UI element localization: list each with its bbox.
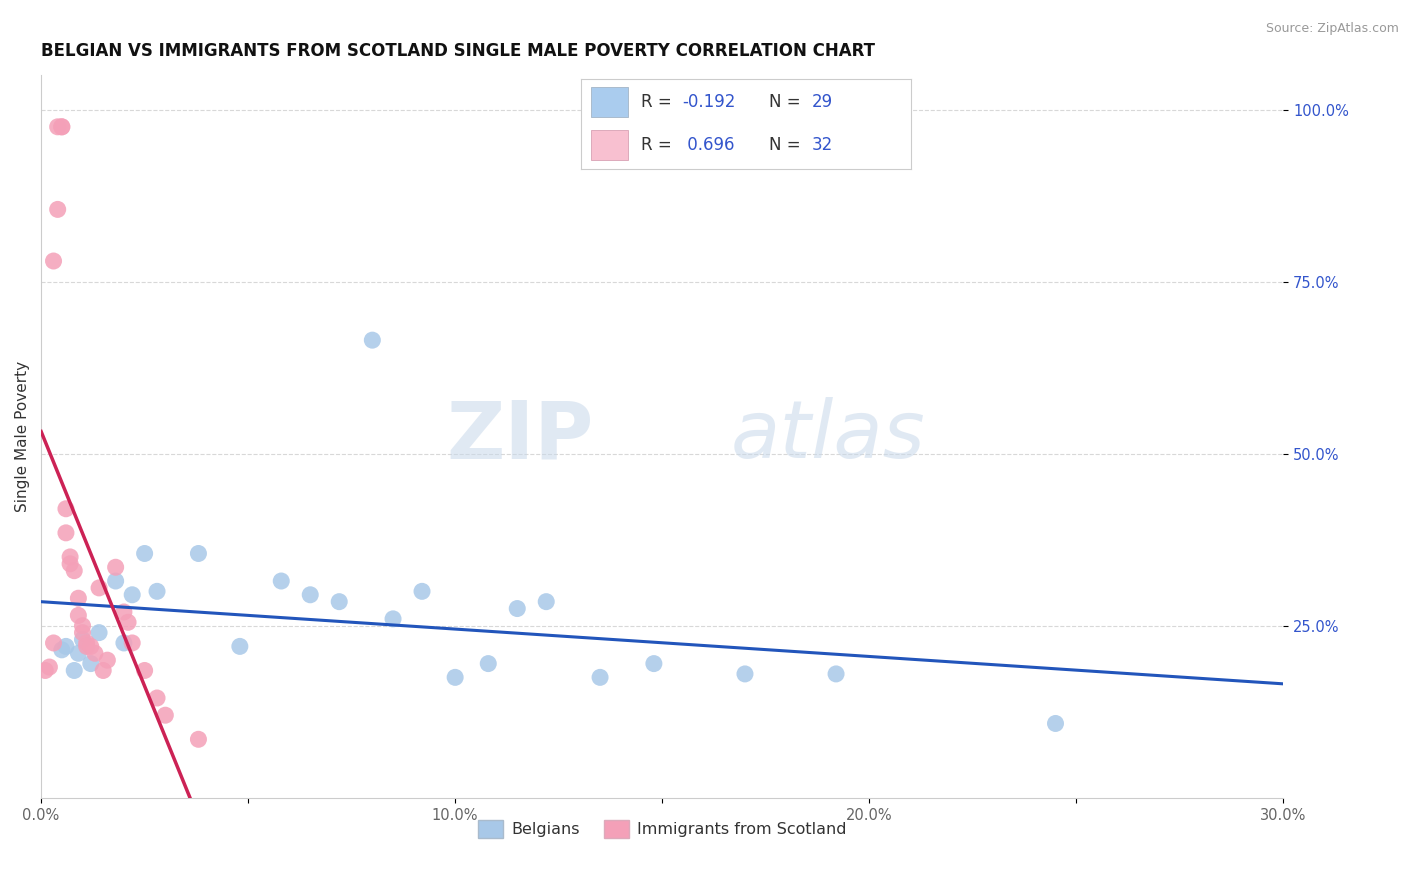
Point bbox=[411, 584, 433, 599]
Point bbox=[506, 601, 529, 615]
Point bbox=[477, 657, 499, 671]
Point bbox=[80, 657, 103, 671]
Point bbox=[67, 591, 90, 606]
Point bbox=[104, 560, 127, 574]
Point bbox=[825, 667, 848, 681]
Point bbox=[87, 581, 110, 595]
Point bbox=[76, 636, 98, 650]
Point bbox=[51, 120, 73, 134]
Point bbox=[112, 605, 135, 619]
Point bbox=[67, 608, 90, 623]
Point bbox=[67, 646, 90, 660]
Point bbox=[229, 640, 252, 654]
Point bbox=[46, 120, 69, 134]
Point bbox=[76, 640, 98, 654]
Point bbox=[444, 670, 467, 684]
Point bbox=[270, 574, 292, 588]
Point bbox=[72, 625, 94, 640]
Point bbox=[96, 653, 118, 667]
Point bbox=[187, 547, 209, 561]
Point bbox=[146, 691, 169, 706]
Text: atlas: atlas bbox=[731, 398, 925, 475]
Text: ZIP: ZIP bbox=[447, 398, 593, 475]
Point bbox=[382, 612, 405, 626]
Point bbox=[155, 708, 177, 723]
Point bbox=[734, 667, 756, 681]
Point bbox=[84, 646, 107, 660]
Point bbox=[117, 615, 139, 630]
Point bbox=[59, 557, 82, 571]
Point bbox=[42, 636, 65, 650]
Point bbox=[299, 588, 322, 602]
Point bbox=[34, 664, 56, 678]
Point bbox=[91, 664, 114, 678]
Point bbox=[146, 584, 169, 599]
Point bbox=[38, 660, 60, 674]
Point bbox=[87, 625, 110, 640]
Point bbox=[55, 640, 77, 654]
Point bbox=[42, 254, 65, 268]
Point bbox=[72, 632, 94, 647]
Point bbox=[51, 643, 73, 657]
Point bbox=[187, 732, 209, 747]
Point bbox=[59, 549, 82, 564]
Point bbox=[72, 619, 94, 633]
Point bbox=[121, 588, 143, 602]
Point bbox=[46, 202, 69, 217]
Point bbox=[55, 525, 77, 540]
Text: Source: ZipAtlas.com: Source: ZipAtlas.com bbox=[1265, 22, 1399, 36]
Point bbox=[328, 595, 350, 609]
Point bbox=[63, 664, 86, 678]
Point bbox=[643, 657, 665, 671]
Point bbox=[134, 664, 156, 678]
Point bbox=[80, 640, 103, 654]
Point bbox=[1045, 716, 1067, 731]
Point bbox=[134, 547, 156, 561]
Point bbox=[589, 670, 612, 684]
Point bbox=[104, 574, 127, 588]
Point bbox=[63, 564, 86, 578]
Point bbox=[55, 501, 77, 516]
Legend: Belgians, Immigrants from Scotland: Belgians, Immigrants from Scotland bbox=[471, 814, 853, 844]
Point bbox=[361, 333, 384, 347]
Y-axis label: Single Male Poverty: Single Male Poverty bbox=[15, 361, 30, 512]
Point bbox=[51, 120, 73, 134]
Point bbox=[112, 636, 135, 650]
Point bbox=[121, 636, 143, 650]
Text: BELGIAN VS IMMIGRANTS FROM SCOTLAND SINGLE MALE POVERTY CORRELATION CHART: BELGIAN VS IMMIGRANTS FROM SCOTLAND SING… bbox=[41, 42, 875, 60]
Point bbox=[536, 595, 558, 609]
